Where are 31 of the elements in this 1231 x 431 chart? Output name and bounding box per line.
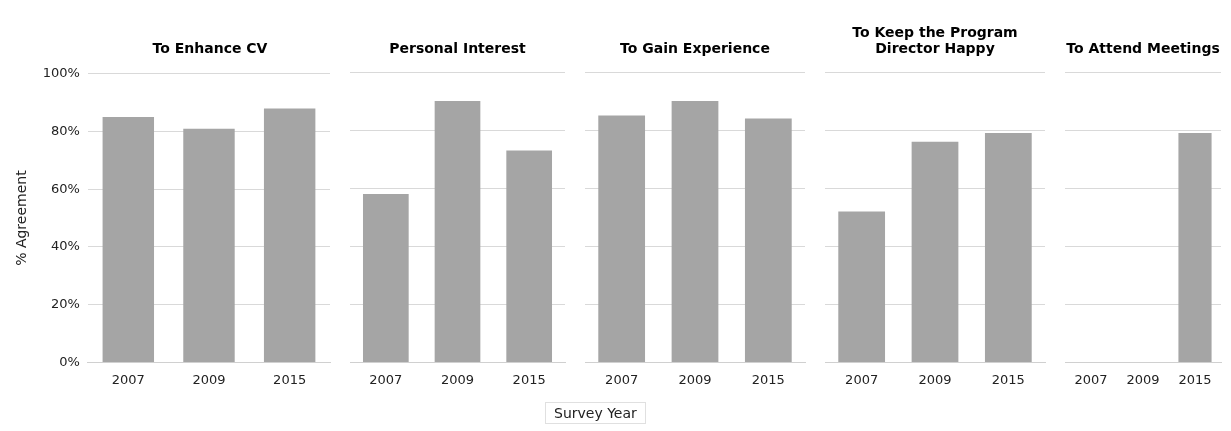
x-axis-title: Survey Year <box>545 402 646 424</box>
y-tick-label: 20% <box>51 296 80 312</box>
x-tick-label: 2007 <box>845 371 879 387</box>
x-tick-label: 2007 <box>111 371 145 387</box>
x-tick-label: 2009 <box>1126 371 1160 387</box>
y-tick-label: 0% <box>59 353 80 369</box>
bar <box>263 108 316 362</box>
x-tick-label: 2007 <box>369 371 403 387</box>
x-tick-label: 2015 <box>751 371 785 387</box>
y-tick-label: 40% <box>51 238 80 254</box>
chart-title: Personal Interest <box>388 39 527 56</box>
x-tick-label: 2015 <box>512 371 546 387</box>
chart-title: To Enhance CV <box>151 39 269 56</box>
bar <box>183 128 235 362</box>
chart-title: To Gain Experience <box>619 39 771 56</box>
x-tick-label: 2007 <box>605 371 639 387</box>
y-tick-label: 100% <box>42 65 80 81</box>
x-tick-label: 2009 <box>918 371 952 387</box>
bar <box>102 117 155 362</box>
x-tick-label: 2015 <box>991 371 1025 387</box>
x-tick-label: 2009 <box>192 371 226 387</box>
x-tick-label: 2007 <box>1074 371 1108 387</box>
chart-title: To Keep the Program Director Happy <box>851 23 1019 56</box>
x-tick-label: 2009 <box>440 371 475 387</box>
x-tick-label: 2015 <box>1178 371 1212 387</box>
y-axis-title: % Agreement <box>13 169 30 266</box>
x-tick-label: 2015 <box>273 371 307 387</box>
y-tick-label: 60% <box>51 180 80 196</box>
chart-title: To Attend Meetings <box>1065 39 1221 56</box>
x-tick-label: 2009 <box>678 371 712 387</box>
y-tick-label: 80% <box>51 122 80 138</box>
